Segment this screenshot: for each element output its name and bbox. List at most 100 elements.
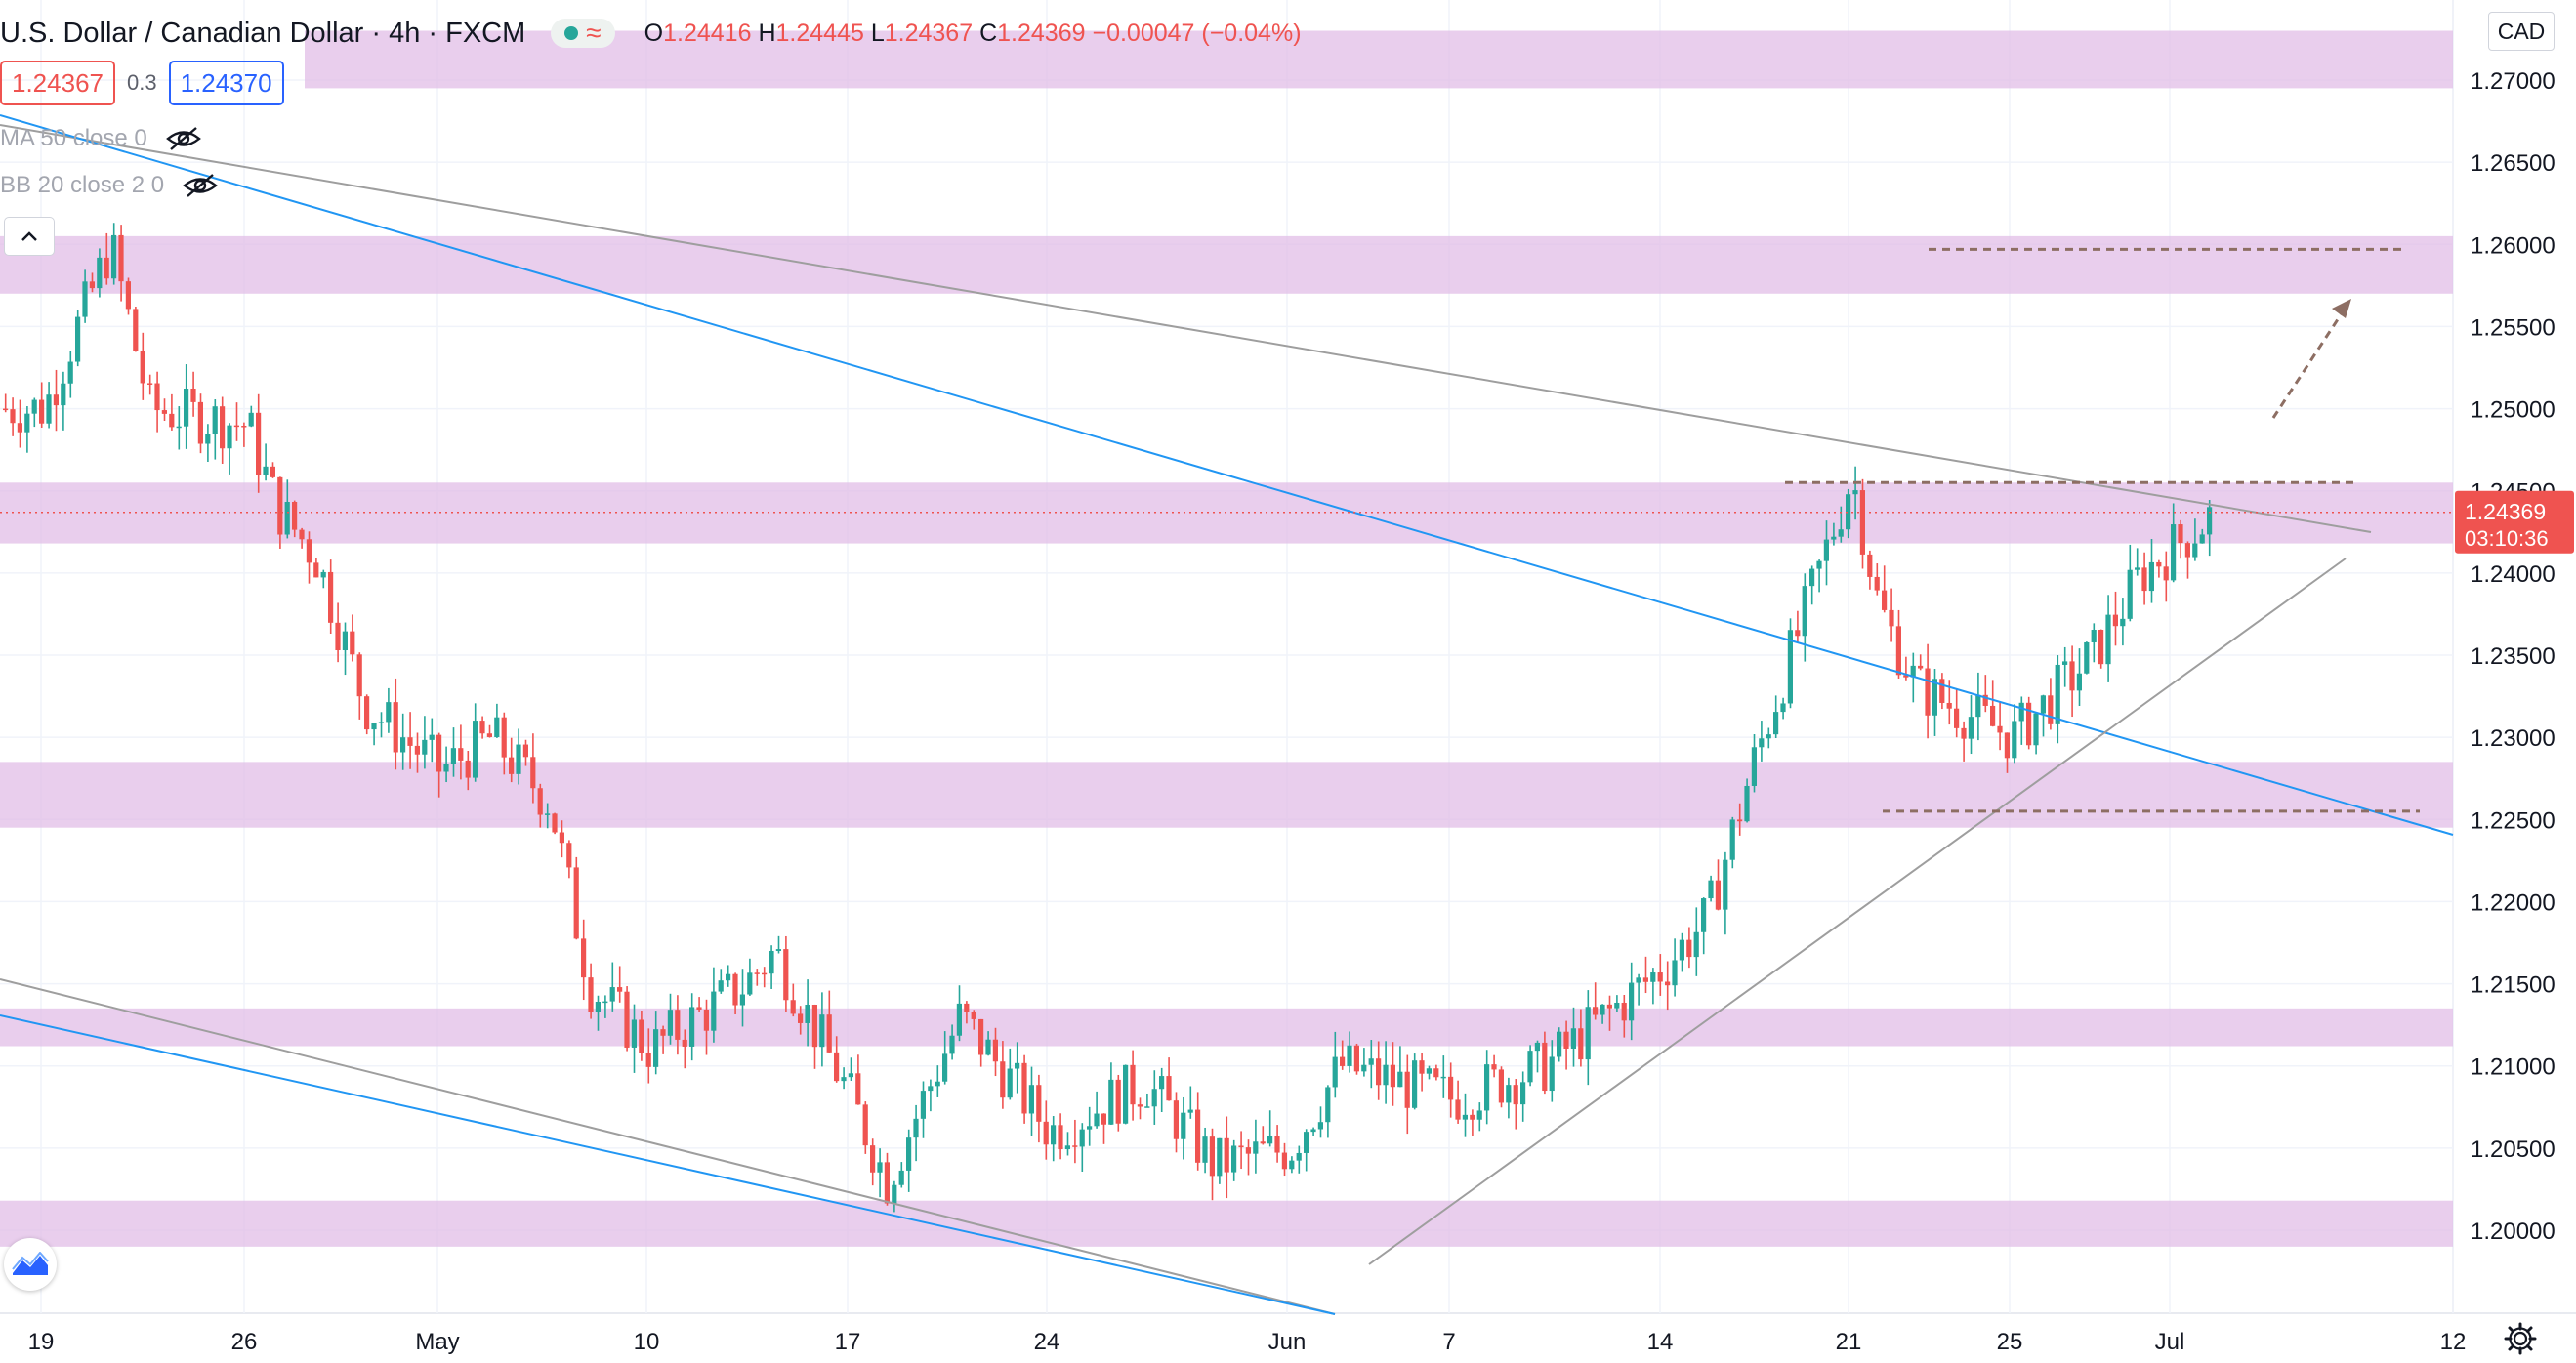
candle-body <box>169 413 175 428</box>
candle-body <box>1838 529 1844 537</box>
candle-body <box>1665 981 1671 986</box>
candle-body <box>1600 1004 1605 1015</box>
candle-body <box>1946 702 1952 709</box>
candle-body <box>660 1029 666 1036</box>
buy-button[interactable]: 1.24370 <box>168 61 284 105</box>
candle-body <box>356 654 362 697</box>
time-tick-label: 17 <box>835 1329 861 1355</box>
candle-body <box>2192 543 2198 558</box>
candle-body <box>1325 1087 1331 1123</box>
candle-body <box>1744 785 1750 822</box>
candle-body <box>1759 738 1765 748</box>
time-tick-label: 19 <box>28 1329 55 1355</box>
candle-body <box>1513 1085 1518 1105</box>
candle-body <box>639 1019 644 1053</box>
candle-body <box>256 412 262 475</box>
candle-body <box>125 281 131 310</box>
market-status[interactable]: ≈ <box>551 18 615 48</box>
candle-body <box>443 764 449 772</box>
candle-body <box>1058 1125 1063 1150</box>
candle-body <box>1072 1145 1078 1147</box>
eye-hidden-icon[interactable] <box>182 173 219 198</box>
candle-body <box>1274 1136 1280 1153</box>
candle-body <box>1036 1085 1042 1122</box>
candle-body <box>718 980 724 992</box>
candle-body <box>609 987 615 1002</box>
candle-body <box>964 1003 970 1012</box>
candle-body <box>2062 661 2068 665</box>
candle-body <box>675 1010 681 1040</box>
candle-body <box>248 412 254 427</box>
open-value: 1.24416 <box>663 19 752 47</box>
candle-body <box>1404 1071 1410 1108</box>
candle-body <box>1195 1109 1201 1163</box>
candle-body <box>1939 679 1945 703</box>
candle-body <box>1455 1099 1461 1120</box>
candle-body <box>1021 1062 1027 1114</box>
eye-hidden-icon[interactable] <box>165 126 202 151</box>
settings-gear-icon[interactable] <box>2504 1322 2537 1355</box>
time-tick-label: 21 <box>1836 1329 1862 1355</box>
currency-button[interactable]: CAD <box>2488 12 2555 51</box>
zone-rect <box>0 235 2453 294</box>
candle-body <box>545 813 551 815</box>
candle-body <box>118 234 124 282</box>
sell-button[interactable]: 1.24367 <box>0 61 115 105</box>
candle-body <box>1593 1007 1599 1015</box>
candle-body <box>1462 1114 1468 1120</box>
logo-icon <box>12 1252 49 1275</box>
candle-body <box>754 972 760 974</box>
horizontal-levels <box>0 247 2453 813</box>
candle-body <box>350 631 355 655</box>
collapse-legend-button[interactable] <box>4 217 55 256</box>
candle-body <box>205 434 211 444</box>
candle-body <box>1787 630 1793 704</box>
tradingview-logo[interactable] <box>4 1238 57 1291</box>
data-wave-icon: ≈ <box>586 18 602 48</box>
candle-body <box>2105 614 2111 665</box>
zone-rect <box>0 762 2453 828</box>
candle-body <box>602 1001 608 1004</box>
candle-body <box>1831 536 1837 540</box>
indicator-bb[interactable]: BB 20 close 2 0 <box>0 172 219 199</box>
candle-body <box>898 1170 904 1185</box>
candle-body <box>1882 590 1888 610</box>
candle-body <box>1238 1145 1244 1148</box>
candle-body <box>935 1081 940 1087</box>
candle-body <box>581 938 587 978</box>
change-value: −0.00047 (−0.04%) <box>1092 19 1302 47</box>
candle-body <box>212 406 218 434</box>
candle-body <box>949 1035 955 1054</box>
candle-body <box>790 1000 796 1014</box>
candle-body <box>1202 1136 1208 1163</box>
price-tick-label: 1.26000 <box>2471 232 2555 259</box>
candle-body <box>1137 1104 1143 1107</box>
candle-body <box>494 717 500 737</box>
candle-body <box>530 757 536 789</box>
candle-body <box>10 409 16 424</box>
price-tick-label: 1.25500 <box>2471 314 2555 341</box>
candle-body <box>1629 982 1635 1021</box>
candle-body <box>631 1019 637 1048</box>
symbol-title[interactable]: U.S. Dollar / Canadian Dollar · 4h · FXC… <box>0 17 526 49</box>
candle-body <box>2076 673 2082 691</box>
candle-body <box>992 1039 998 1062</box>
indicator-ma[interactable]: MA 50 close 0 <box>0 125 202 152</box>
candle-body <box>1108 1079 1114 1125</box>
candle-body <box>67 361 73 384</box>
candle-body <box>2127 569 2133 619</box>
candle-body <box>292 501 298 530</box>
candle-body <box>1007 1068 1013 1098</box>
time-axis[interactable]: 19 26 May 10 17 24 Jun 7 14 21 25 Jul 12 <box>28 1329 2467 1355</box>
candle-body <box>190 388 196 402</box>
candle-body <box>1353 1045 1359 1072</box>
candle-body <box>1281 1152 1287 1170</box>
candle-body <box>1852 490 1858 495</box>
price-axis[interactable]: 1.270001.265001.260001.255001.250001.245… <box>2455 68 2574 1245</box>
candle-body <box>682 1039 687 1047</box>
candle-body <box>1766 734 1771 739</box>
candle-body <box>1723 859 1728 910</box>
candle-body <box>1997 725 2003 733</box>
candle-body <box>1412 1060 1418 1108</box>
